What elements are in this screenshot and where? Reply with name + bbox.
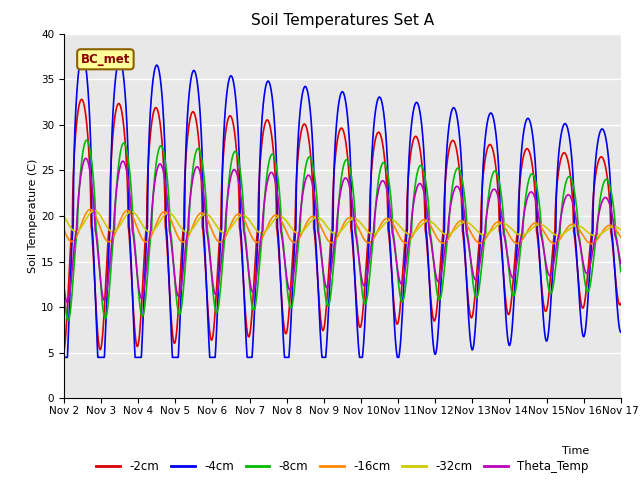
-32cm xyxy=(298,229,306,235)
Theta_Temp xyxy=(274,195,282,201)
-4cm xyxy=(298,94,306,100)
Y-axis label: Soil Temperature (C): Soil Temperature (C) xyxy=(28,159,38,273)
Theta_Temp xyxy=(124,175,132,181)
-8cm xyxy=(274,174,282,180)
-16cm xyxy=(298,230,306,236)
-2cm xyxy=(617,301,625,307)
Line: -8cm: -8cm xyxy=(64,140,621,321)
Title: Soil Temperatures Set A: Soil Temperatures Set A xyxy=(251,13,434,28)
Theta_Temp xyxy=(63,300,71,305)
-4cm xyxy=(124,141,132,146)
-16cm xyxy=(274,213,282,219)
-32cm xyxy=(157,217,164,223)
-16cm xyxy=(124,208,132,214)
Theta_Temp xyxy=(157,162,164,168)
-8cm xyxy=(83,137,90,143)
-2cm xyxy=(606,205,614,211)
-32cm xyxy=(606,225,614,230)
-8cm xyxy=(124,154,132,159)
Theta_Temp xyxy=(60,284,68,290)
-16cm xyxy=(617,234,625,240)
-16cm xyxy=(86,206,94,212)
-2cm xyxy=(124,192,132,198)
-32cm xyxy=(617,227,625,232)
-2cm xyxy=(274,234,282,240)
-4cm xyxy=(606,175,614,180)
-32cm xyxy=(60,213,68,219)
-8cm xyxy=(60,288,68,294)
-16cm xyxy=(60,227,68,232)
-2cm xyxy=(546,279,554,285)
Theta_Temp xyxy=(617,261,625,267)
-4cm xyxy=(157,79,164,85)
-32cm xyxy=(124,211,132,216)
Theta_Temp xyxy=(298,196,306,202)
-8cm xyxy=(606,184,614,190)
-16cm xyxy=(546,238,554,244)
Line: -32cm: -32cm xyxy=(64,211,621,236)
Legend: -2cm, -4cm, -8cm, -16cm, -32cm, Theta_Temp: -2cm, -4cm, -8cm, -16cm, -32cm, Theta_Te… xyxy=(92,456,593,478)
-2cm xyxy=(78,96,86,102)
-8cm xyxy=(547,291,554,297)
-4cm xyxy=(79,52,86,58)
Line: -2cm: -2cm xyxy=(64,99,621,351)
Line: Theta_Temp: Theta_Temp xyxy=(64,158,621,302)
Line: -16cm: -16cm xyxy=(64,209,621,244)
-16cm xyxy=(588,241,595,247)
Theta_Temp xyxy=(547,273,554,278)
-8cm xyxy=(617,269,625,275)
-4cm xyxy=(546,311,554,317)
Theta_Temp xyxy=(82,156,90,161)
-32cm xyxy=(274,214,282,220)
Line: -4cm: -4cm xyxy=(64,55,621,357)
Theta_Temp xyxy=(606,204,614,209)
-2cm xyxy=(298,126,306,132)
-2cm xyxy=(60,348,68,354)
-8cm xyxy=(298,193,306,199)
-4cm xyxy=(60,354,68,360)
-16cm xyxy=(606,222,614,228)
-4cm xyxy=(617,329,625,335)
-4cm xyxy=(274,226,282,232)
-2cm xyxy=(157,126,164,132)
Text: Time: Time xyxy=(561,445,589,456)
-8cm xyxy=(64,318,72,324)
-8cm xyxy=(157,143,164,149)
-32cm xyxy=(90,208,98,214)
-32cm xyxy=(546,228,554,234)
-32cm xyxy=(592,233,600,239)
Text: BC_met: BC_met xyxy=(81,53,130,66)
-16cm xyxy=(157,212,164,217)
